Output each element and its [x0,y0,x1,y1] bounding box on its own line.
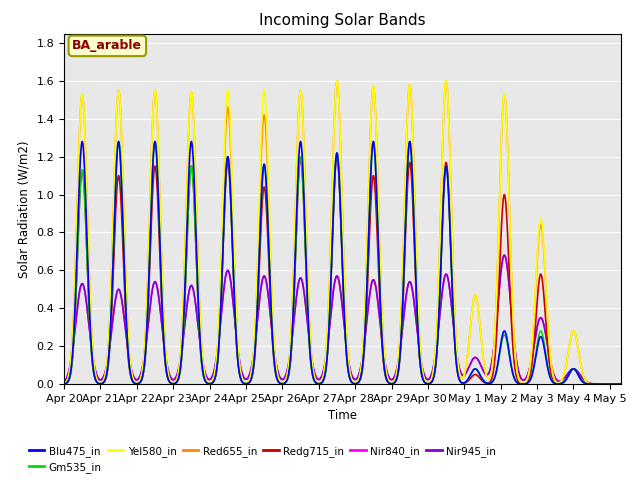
Redg715_in [351,381,359,386]
Yel580_in [617,381,625,387]
Line: Gm535_in: Gm535_in [64,142,621,384]
Yel580_in [442,78,450,84]
Yel580_in [135,379,143,385]
Red655_in [227,141,234,146]
Nir945_in [60,379,68,385]
Nir840_in [135,376,143,382]
Title: Incoming Solar Bands: Incoming Solar Bands [259,13,426,28]
Line: Nir945_in: Nir945_in [64,255,621,384]
Redg715_in [102,375,110,381]
Line: Redg715_in: Redg715_in [64,156,621,384]
Gm535_in [227,188,234,193]
Red655_in [255,223,263,228]
Legend: Blu475_in, Gm535_in, Yel580_in, Red655_in, Redg715_in, Nir840_in, Nir945_in: Blu475_in, Gm535_in, Yel580_in, Red655_i… [25,442,500,477]
Nir840_in [351,377,359,383]
Nir840_in [617,381,625,387]
Yel580_in [102,368,110,373]
Nir945_in [161,351,169,357]
Nir945_in [227,276,234,282]
Red655_in [102,368,110,373]
Red655_in [60,381,68,386]
Nir840_in [60,379,68,385]
Yel580_in [60,381,68,386]
Gm535_in [617,381,625,387]
Nir840_in [102,366,110,372]
Y-axis label: Solar Radiation (W/m2): Solar Radiation (W/m2) [18,140,31,277]
Nir840_in [161,351,169,357]
Line: Red655_in: Red655_in [64,81,621,384]
Nir945_in [351,377,359,383]
Nir945_in [617,381,625,387]
Line: Blu475_in: Blu475_in [64,142,621,384]
Gm535_in [60,381,68,387]
Redg715_in [60,381,68,387]
Yel580_in [227,126,234,132]
Redg715_in [333,154,340,159]
Redg715_in [227,192,234,198]
Line: Yel580_in: Yel580_in [64,81,621,384]
Nir945_in [255,303,263,309]
Yel580_in [351,380,359,386]
Redg715_in [617,381,625,387]
Blu475_in [161,359,169,365]
Red655_in [161,343,169,348]
Gm535_in [255,262,263,268]
Yel580_in [255,208,263,214]
Blu475_in [617,381,625,387]
Gm535_in [351,381,359,386]
Redg715_in [135,381,143,386]
Red655_in [351,380,359,386]
Red655_in [617,381,625,387]
X-axis label: Time: Time [328,409,357,422]
Redg715_in [255,275,263,280]
Red655_in [442,78,450,84]
Nir945_in [135,376,143,382]
Blu475_in [115,139,122,144]
Blu475_in [60,381,68,387]
Blu475_in [351,381,359,386]
Yel580_in [161,343,169,348]
Gm535_in [161,358,169,364]
Nir945_in [500,252,508,258]
Blu475_in [102,374,110,380]
Blu475_in [135,381,143,386]
Redg715_in [161,360,169,366]
Gm535_in [369,139,377,144]
Nir840_in [255,303,263,309]
Gm535_in [102,374,110,380]
Nir840_in [227,276,234,282]
Text: BA_arable: BA_arable [72,39,142,52]
Blu475_in [227,190,234,195]
Blu475_in [255,260,263,266]
Nir945_in [102,366,110,372]
Gm535_in [135,381,143,386]
Line: Nir840_in: Nir840_in [64,255,621,384]
Nir840_in [500,252,508,258]
Red655_in [135,379,143,385]
